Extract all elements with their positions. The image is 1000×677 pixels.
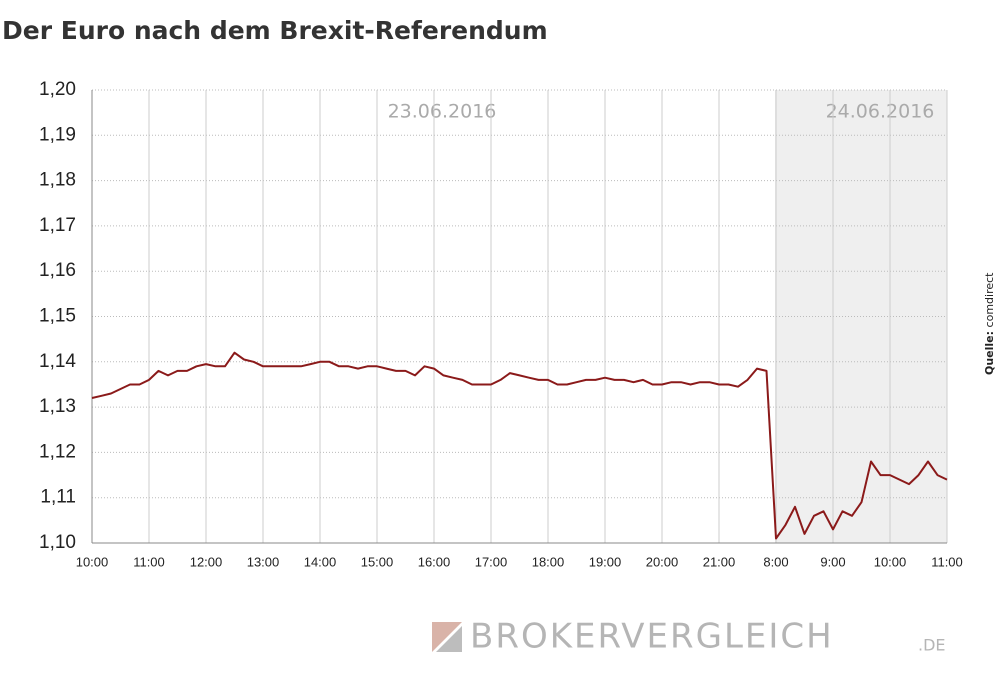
x-tick-label: 13:00 bbox=[247, 554, 280, 569]
watermark: BROKERVERGLEICH .DE bbox=[432, 617, 946, 657]
x-tick-label: 10:00 bbox=[76, 554, 109, 569]
y-tick-label: 1,20 bbox=[39, 79, 76, 100]
date-annotation: 23.06.2016 bbox=[388, 101, 497, 123]
y-tick-label: 1,16 bbox=[39, 260, 76, 281]
chart-title: Der Euro nach dem Brexit-Referendum bbox=[2, 16, 548, 45]
x-tick-label: 10:00 bbox=[874, 554, 907, 569]
y-tick-label: 1,12 bbox=[39, 441, 76, 462]
source-name: comdirect bbox=[983, 272, 996, 328]
y-tick-label: 1,18 bbox=[39, 170, 76, 191]
y-tick-label: 1,19 bbox=[39, 124, 76, 145]
x-tick-label: 14:00 bbox=[304, 554, 337, 569]
x-tick-label: 8:00 bbox=[763, 554, 788, 569]
date-annotation: 24.06.2016 bbox=[826, 101, 935, 123]
x-tick-label: 15:00 bbox=[361, 554, 394, 569]
x-tick-label: 16:00 bbox=[418, 554, 451, 569]
x-tick-label: 9:00 bbox=[820, 554, 845, 569]
x-tick-label: 17:00 bbox=[475, 554, 508, 569]
watermark-text: BROKERVERGLEICH bbox=[470, 617, 834, 657]
logo-shape bbox=[436, 626, 462, 652]
x-tick-label: 12:00 bbox=[190, 554, 223, 569]
x-tick-label: 11:00 bbox=[133, 554, 165, 569]
x-tick-label: 21:00 bbox=[703, 554, 736, 569]
x-tick-label: 11:00 bbox=[931, 554, 963, 569]
x-tick-label: 20:00 bbox=[646, 554, 679, 569]
logo-shape bbox=[432, 622, 462, 652]
x-tick-label: 19:00 bbox=[589, 554, 622, 569]
source: Quelle: comdirect bbox=[983, 272, 996, 375]
y-tick-label: 1,15 bbox=[39, 306, 76, 327]
watermark-suffix: .DE bbox=[918, 636, 946, 655]
source-label: Quelle: bbox=[983, 331, 996, 375]
line bbox=[91, 351, 948, 540]
y-tick-label: 1,14 bbox=[39, 351, 76, 372]
y-tick-label: 1,13 bbox=[39, 396, 76, 417]
source-text: Quelle: comdirect bbox=[983, 272, 996, 375]
y-tick-label: 1,11 bbox=[40, 487, 76, 508]
y-tick-label: 1,17 bbox=[39, 215, 76, 236]
x-tick-label: 18:00 bbox=[532, 554, 565, 569]
y-tick-label: 1,10 bbox=[39, 532, 76, 553]
